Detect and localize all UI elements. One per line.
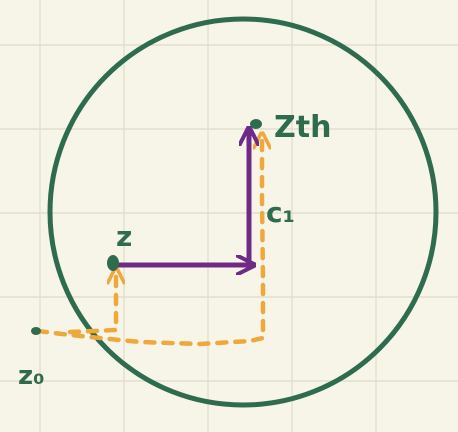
dashed-path-to-z	[67, 270, 116, 335]
label-zth: Zth	[274, 110, 331, 145]
point-z	[107, 255, 119, 271]
point-zth	[250, 119, 262, 129]
label-z: z	[116, 220, 132, 253]
dashed-path-z0-to-zth	[35, 135, 263, 347]
point-z0	[31, 327, 41, 335]
label-c1: c₁	[266, 196, 295, 229]
impedance-circle	[47, 16, 439, 408]
label-z0: z₀	[18, 361, 45, 391]
